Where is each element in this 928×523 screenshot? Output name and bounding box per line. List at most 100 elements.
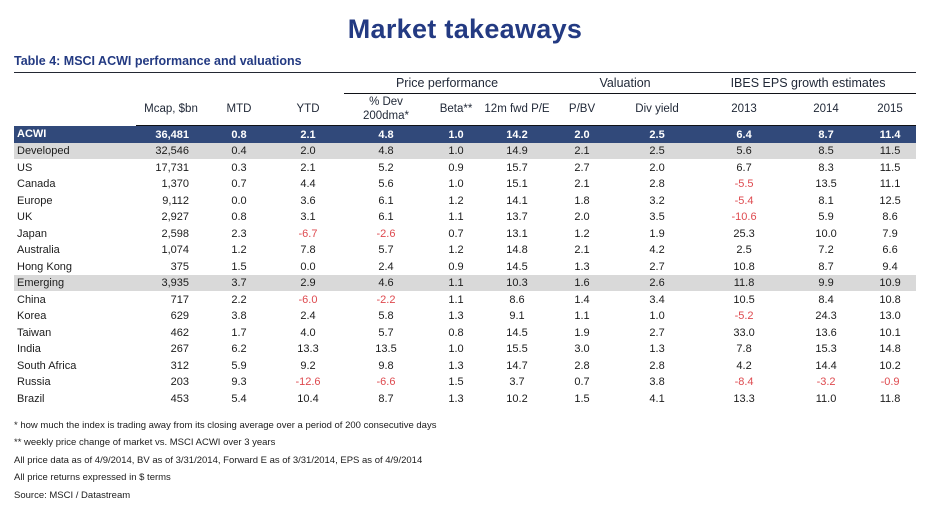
cell: 17,731 — [155, 161, 189, 174]
cell: 11.8 — [733, 277, 755, 290]
row-label: South Africa — [17, 359, 77, 372]
column-header: YTD — [272, 93, 344, 127]
cell: 2.7 — [649, 326, 665, 339]
cell: 7.2 — [818, 244, 834, 257]
table-row: Taiwan 462 1.7 4.0 5.7 0.8 14.5 1.9 2.7 33.0 13.6 1… — [14, 324, 916, 341]
cell: 1.5 — [574, 392, 590, 405]
cell: 717 — [170, 293, 189, 306]
cell: 9,112 — [162, 194, 189, 207]
cell: 1.0 — [649, 310, 665, 323]
column-group-row: Price performance Valuation IBES EPS growt… — [14, 73, 917, 95]
cell: 7.8 — [300, 244, 316, 257]
cell: 0.8 — [448, 326, 464, 339]
row-label: US — [17, 161, 33, 174]
cell: 1.0 — [448, 343, 464, 356]
cell: 2.1 — [300, 128, 316, 141]
cell: 0.8 — [231, 211, 247, 224]
cell: 4.2 — [736, 359, 752, 372]
cell: 2.4 — [378, 260, 394, 273]
column-header: 12m fwd P/E — [484, 93, 551, 127]
cell: 8.6 — [882, 211, 898, 224]
cell: 1.2 — [231, 244, 247, 257]
cell: 11.0 — [815, 392, 837, 405]
cell: 2.5 — [649, 128, 665, 141]
cell: 11.1 — [879, 178, 901, 191]
cell: 0.7 — [448, 227, 464, 240]
cell: 1.3 — [448, 359, 464, 372]
table-row: Emerging 3,935 3.7 2.9 4.6 1.1 10.3 1.6 2.6 11.8 9… — [14, 274, 917, 292]
row-label: Developed — [17, 145, 70, 158]
cell: -6.7 — [298, 227, 318, 240]
cell: 2.1 — [574, 145, 590, 158]
footnote: All price data as of 4/9/2014, BV as of … — [14, 454, 423, 466]
cell: 0.8 — [231, 128, 247, 141]
cell: 15.7 — [506, 161, 528, 174]
cell: 3.5 — [649, 211, 665, 224]
cell: 3.2 — [649, 194, 665, 207]
cell: -10.6 — [731, 211, 757, 224]
cell: 2.0 — [300, 145, 316, 158]
cell: -5.2 — [734, 310, 754, 323]
cell: 1.5 — [231, 260, 247, 273]
cell: 2.8 — [574, 359, 590, 372]
column-header: 2014 — [788, 93, 865, 127]
cell: 3,935 — [161, 277, 189, 290]
cell: 8.7 — [818, 260, 834, 273]
cell: 2,598 — [161, 227, 189, 240]
cell: 1.7 — [231, 326, 247, 339]
cell: 2.3 — [231, 227, 247, 240]
cell: 1.3 — [448, 392, 464, 405]
table-row: China 717 2.2 -6.0 -2.2 1.1 8.6 1.4 3.4 10.5 8.4 10… — [14, 291, 916, 308]
column-group-header: Valuation — [550, 73, 701, 95]
cell: 5.4 — [231, 392, 247, 405]
cell: 8.6 — [509, 293, 525, 306]
cell: 1.0 — [448, 178, 464, 191]
cell: 2.0 — [574, 128, 590, 141]
cell: 5.9 — [231, 359, 247, 372]
cell: 1.1 — [448, 293, 464, 306]
cell: -3.2 — [816, 376, 836, 389]
cell: 2.9 — [300, 277, 316, 290]
cell: 0.0 — [231, 194, 247, 207]
cell: 2.6 — [649, 277, 665, 290]
column-group-header: IBES EPS growth estimates — [700, 73, 917, 95]
cell: 14.8 — [506, 244, 528, 257]
page-title: Market takeaways — [347, 14, 583, 44]
column-group-spacer — [14, 73, 344, 94]
cell: 1.9 — [649, 227, 665, 240]
cell: -8.4 — [734, 376, 754, 389]
table-row: Australia 1,074 1.2 7.8 5.7 1.2 14.8 2.1 4.2 2.5 7… — [14, 242, 916, 259]
cell: 6.1 — [378, 194, 394, 207]
cell: 13.6 — [815, 326, 837, 339]
cell: 8.7 — [818, 128, 834, 141]
cell: -0.9 — [880, 376, 900, 389]
cell: 462 — [170, 326, 189, 339]
cell: 2.1 — [300, 161, 316, 174]
cell: 3.1 — [300, 211, 316, 224]
cell: 267 — [170, 343, 189, 356]
footnote: All price returns expressed in $ terms — [14, 472, 171, 484]
msci-performance-table: Price performance Valuation IBES EPS growt… — [14, 73, 917, 407]
cell: -5.4 — [734, 194, 754, 207]
column-header: % Dev 200dma* — [344, 93, 428, 127]
cell: 1.2 — [448, 244, 464, 257]
cell: 10.0 — [815, 227, 837, 240]
cell: 6.2 — [231, 343, 247, 356]
row-label: Europe — [17, 194, 53, 207]
cell: 14.1 — [506, 194, 528, 207]
cell: 15.1 — [506, 178, 528, 191]
table-row: UK 2,927 0.8 3.1 6.1 1.1 13.7 2.0 3.5 -10.6 5.9 8.6 — [14, 209, 916, 226]
cell: 1.0 — [448, 128, 464, 141]
cell: 11.4 — [879, 128, 901, 141]
cell: 1,370 — [161, 178, 189, 191]
column-group-header: Price performance — [344, 73, 551, 95]
cell: 6.7 — [736, 161, 752, 174]
cell: 312 — [170, 359, 189, 372]
cell: 10.3 — [506, 277, 528, 290]
cell: 1.3 — [574, 260, 590, 273]
row-label: India — [17, 343, 41, 356]
cell: 203 — [170, 376, 189, 389]
table-row: US 17,731 0.3 2.1 5.2 0.9 15.7 2.7 2.0 6.7 8.3 11.5 — [14, 159, 916, 176]
cell: 4.4 — [300, 178, 316, 191]
cell: 8.7 — [378, 392, 394, 405]
